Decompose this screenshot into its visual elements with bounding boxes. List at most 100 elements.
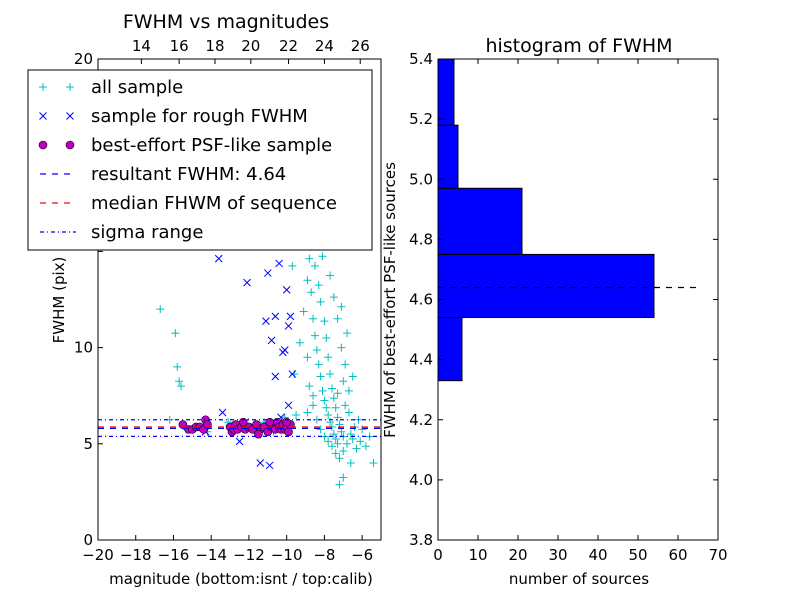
x-tick-label: 40 (588, 546, 607, 564)
data-point (284, 401, 293, 410)
x-tick-label: 10 (468, 546, 487, 564)
data-point (295, 338, 304, 347)
data-point (329, 293, 338, 302)
data-point (339, 447, 348, 456)
x-tick-label: 0 (433, 546, 443, 564)
histogram-chart: histogram of FWHM 0 10 20 30 40 50 60 70 3.8 4.0 4… (381, 35, 728, 588)
legend-marker (66, 83, 74, 91)
top-tick-label: 16 (170, 37, 189, 55)
y-tick-label: 3.8 (409, 531, 433, 549)
histogram-bar (437, 317, 463, 382)
data-point (267, 336, 276, 345)
data-point (324, 353, 333, 362)
histogram-bar (437, 58, 455, 126)
data-point (348, 372, 357, 381)
data-point (320, 317, 329, 326)
data-point (343, 439, 352, 448)
x-tick-label: 20 (508, 546, 527, 564)
data-point (341, 401, 350, 410)
top-tick-label: 20 (241, 37, 260, 55)
data-point (218, 408, 227, 417)
y-tick-label: 0 (83, 531, 93, 549)
data-point (333, 389, 342, 398)
data-point (326, 370, 335, 379)
data-point (361, 442, 370, 451)
x-tick-label: −6 (351, 546, 373, 564)
data-point (333, 413, 342, 422)
y-axis-label: FWHM (pix) (50, 257, 68, 344)
histogram-bar (437, 253, 655, 319)
data-point (254, 429, 263, 439)
x-axis-label: number of sources (509, 570, 649, 588)
data-point (346, 430, 355, 439)
data-point (265, 461, 274, 470)
plot-frame (97, 58, 382, 541)
y-tick-label: 4.6 (409, 291, 433, 309)
y-tick-label: 5.0 (409, 170, 433, 188)
data-point (322, 333, 331, 342)
legend-marker (39, 112, 47, 120)
chart-title: FWHM vs magnitudes (123, 11, 329, 33)
data-point (316, 372, 325, 381)
data-point (331, 434, 340, 443)
data-point (316, 297, 325, 306)
data-point (305, 254, 314, 263)
histogram-bar (437, 187, 523, 255)
data-point (335, 480, 344, 489)
y-tick-label: 4.2 (409, 411, 433, 429)
data-point (337, 302, 346, 311)
data-point (309, 314, 318, 323)
data-point (339, 473, 348, 482)
y-axis-label: FWHM of best-effort PSF-like sources (381, 162, 399, 438)
x-tick-label: −8 (313, 546, 335, 564)
data-point (275, 259, 283, 268)
data-point (288, 370, 297, 378)
data-point (326, 271, 335, 280)
data-point (290, 370, 299, 379)
data-point (339, 377, 348, 386)
data-point (333, 439, 342, 448)
data-point (337, 343, 346, 352)
data-point (309, 391, 318, 400)
x-tick-label: 50 (628, 546, 647, 564)
top-tick-label: 22 (279, 37, 298, 55)
data-point (282, 286, 291, 294)
data-point (263, 269, 272, 277)
data-point (288, 261, 297, 270)
data-point (156, 305, 165, 314)
data-point (314, 281, 323, 290)
data-point (335, 454, 344, 463)
x-tick-label: −14 (195, 546, 227, 564)
data-point (303, 276, 312, 285)
data-point (312, 346, 321, 355)
data-point (314, 360, 323, 369)
data-point (214, 254, 223, 263)
y-tick-label: 5 (83, 435, 93, 453)
scatter-chart: FWHM vs magnitudes −20 −18 −16 −14 −12 −10 −8−… (50, 11, 382, 588)
data-point (305, 382, 314, 391)
y-tick-label: 4.8 (409, 230, 433, 248)
data-point (322, 403, 331, 412)
top-tick-label: 24 (315, 37, 334, 55)
legend-label: all sample (91, 77, 183, 98)
data-point (333, 314, 342, 323)
data-point (327, 442, 336, 451)
data-point (284, 322, 293, 330)
data-point (303, 408, 312, 417)
data-point (307, 288, 316, 297)
data-point (320, 396, 329, 405)
y-tick-label: 4.4 (409, 351, 433, 369)
y-tick-label: 5.4 (409, 50, 433, 68)
data-point (309, 401, 318, 410)
x-tick-label: −12 (233, 546, 265, 564)
y-tick-label: 10 (74, 339, 93, 357)
x-tick-label: −16 (158, 546, 190, 564)
top-tick-label: 18 (205, 37, 224, 55)
y-tick-label: 20 (74, 50, 93, 68)
plot-area: 0 10 20 30 40 50 60 70 3.8 4.0 4.2 4.4 4.6 4.8 5.0 5.2 5… (409, 50, 727, 564)
x-tick-label: 60 (668, 546, 687, 564)
top-tick-label: 26 (351, 37, 370, 55)
data-point (286, 312, 295, 321)
data-point (316, 425, 325, 434)
